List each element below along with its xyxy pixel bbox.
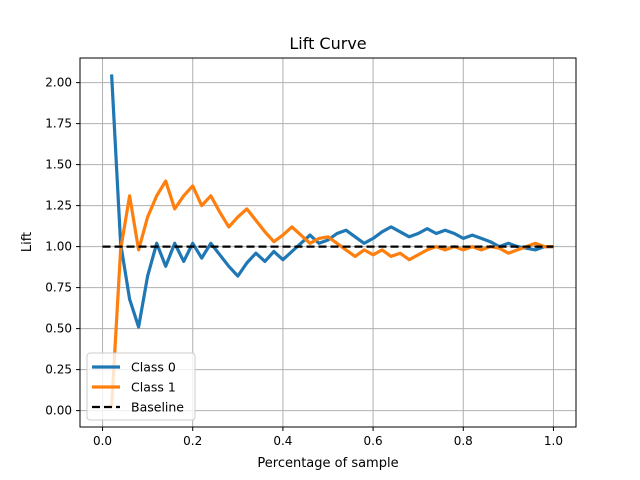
y-axis-label: Lift: [20, 232, 35, 252]
y-axis-ticks: 0.00 0.25 0.50 0.75 1.00 1.25 1.50 1.75 2.00: [45, 76, 80, 418]
y-tick-label: 1.50: [45, 158, 72, 172]
y-tick-label: 1.00: [45, 240, 72, 254]
x-tick-label: 0.6: [364, 434, 383, 448]
x-tick-label: 0.0: [93, 434, 112, 448]
legend-box: [86, 352, 196, 421]
chart-title: Lift Curve: [289, 34, 366, 53]
plot-frame: [79, 57, 577, 428]
legend-label: Class 0: [131, 360, 176, 375]
legend-label: Class 1: [131, 380, 176, 395]
legend-label: Baseline: [131, 400, 184, 415]
y-tick-label: 0.75: [45, 281, 72, 295]
x-tick-label: 0.2: [183, 434, 202, 448]
y-tick-label: 2.00: [45, 76, 72, 90]
series-lines: [102, 74, 554, 408]
y-tick-label: 1.25: [45, 199, 72, 213]
x-tick-label: 1.0: [544, 434, 563, 448]
x-tick-label: 0.4: [273, 434, 292, 448]
x-tick-label: 0.8: [454, 434, 473, 448]
x-axis-label: Percentage of sample: [257, 456, 398, 471]
series-line-class-0: [110, 74, 554, 329]
y-tick-label: 0.00: [45, 404, 72, 418]
y-tick-label: 1.75: [45, 117, 72, 131]
y-tick-label: 0.50: [45, 322, 72, 336]
y-tick-label: 0.25: [45, 363, 72, 377]
legend: Class 0 Class 1 Baseline: [86, 352, 196, 421]
x-axis-ticks: 0.0 0.2 0.4 0.6 0.8 1.0: [93, 427, 563, 448]
series-line-class-1: [110, 179, 554, 408]
